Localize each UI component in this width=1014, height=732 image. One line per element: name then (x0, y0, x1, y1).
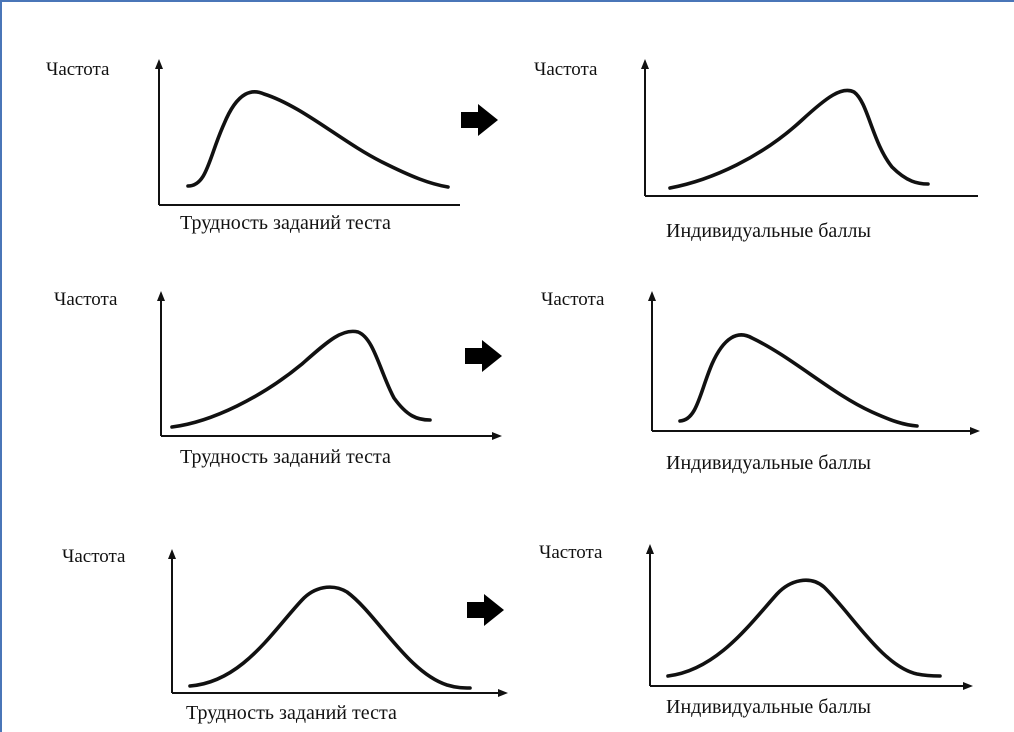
y-axis-arrowhead (648, 291, 656, 301)
plot-individual-scores-2: Частота Индивидуальные баллы (541, 289, 980, 474)
y-axis-label: Частота (62, 546, 126, 567)
right-arrow-icon (461, 104, 498, 136)
y-axis-arrowhead (168, 549, 176, 559)
x-axis-label: Индивидуальные баллы (666, 696, 871, 718)
x-axis-arrowhead (963, 682, 973, 690)
distribution-curve (678, 333, 919, 428)
y-axis-label: Частота (46, 59, 110, 80)
x-axis-arrowhead (498, 689, 508, 697)
y-axis-arrowhead (641, 59, 649, 69)
x-axis-arrowhead (492, 432, 502, 440)
y-axis-arrowhead (646, 544, 654, 554)
x-axis-label: Трудность заданий теста (180, 212, 391, 234)
y-axis-label: Частота (539, 542, 603, 563)
x-axis-label: Индивидуальные баллы (666, 452, 871, 474)
y-axis-label: Частота (534, 59, 598, 80)
distribution-curve (666, 578, 942, 678)
y-axis-arrowhead (155, 59, 163, 69)
row-3: Частота Трудность заданий теста Частота … (62, 542, 973, 724)
distribution-curve (188, 585, 472, 690)
x-axis-label: Индивидуальные баллы (666, 220, 871, 242)
distribution-curve (170, 329, 432, 429)
x-axis-arrowhead (970, 427, 980, 435)
plot-individual-scores-3: Частота Индивидуальные баллы (539, 542, 973, 718)
right-arrow-icon (465, 340, 502, 372)
plot-test-difficulty-2: Частота Трудность заданий теста (54, 289, 502, 468)
distribution-curve (186, 90, 450, 189)
y-axis-arrowhead (157, 291, 165, 301)
distribution-curve (668, 88, 930, 190)
right-arrow-icon (467, 594, 504, 626)
y-axis-label: Частота (541, 289, 605, 310)
row-1: Частота Трудность заданий теста Частота … (46, 59, 978, 242)
plot-individual-scores-1: Частота Индивидуальные баллы (534, 59, 978, 242)
plot-test-difficulty-1: Частота Трудность заданий теста (46, 59, 460, 234)
y-axis-label: Частота (54, 289, 118, 310)
x-axis-label: Трудность заданий теста (186, 702, 397, 724)
x-axis-label: Трудность заданий теста (180, 446, 391, 468)
row-2: Частота Трудность заданий теста Частота … (54, 289, 980, 474)
plot-test-difficulty-3: Частота Трудность заданий теста (62, 546, 508, 724)
